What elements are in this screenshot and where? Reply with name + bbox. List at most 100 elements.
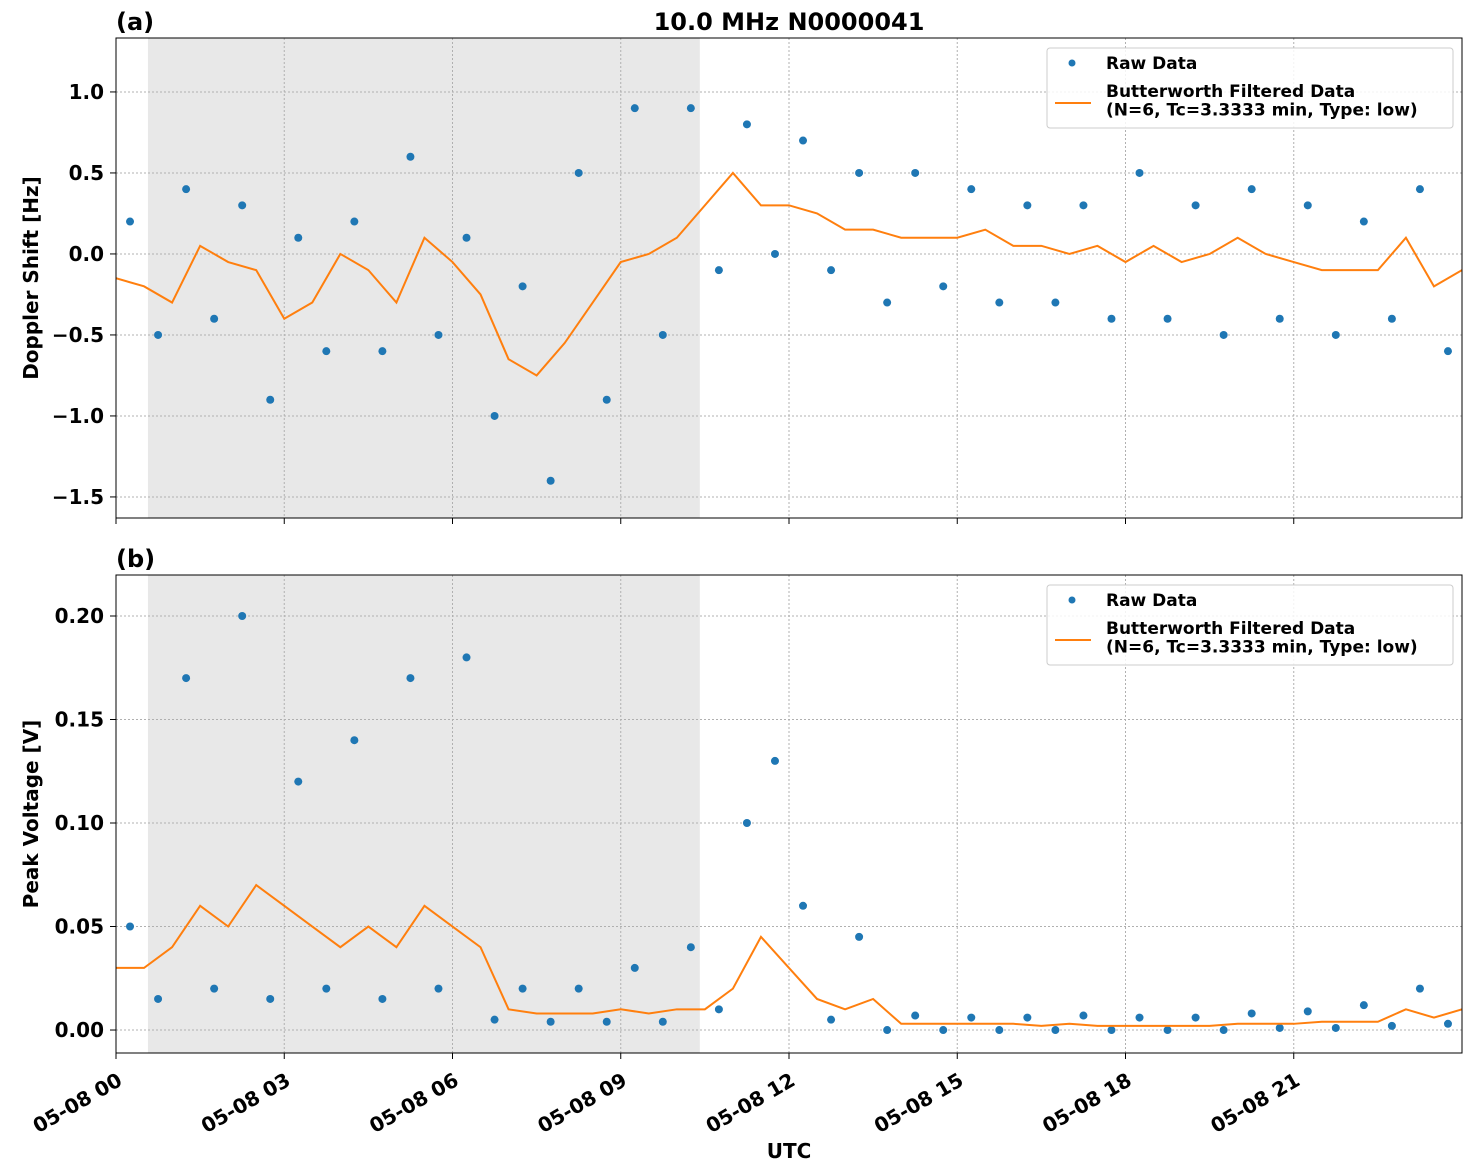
raw-point [1163, 1026, 1172, 1035]
raw-point [434, 330, 443, 339]
raw-point [630, 104, 639, 113]
raw-point [1303, 1007, 1312, 1016]
legend-box [1046, 47, 1454, 129]
raw-point [827, 266, 836, 275]
legend-label: Raw Data [1106, 54, 1197, 74]
raw-point [126, 217, 135, 226]
legend-label: Raw Data [1106, 591, 1197, 611]
x-tick-label: 05-08 21 [1206, 1068, 1304, 1138]
panel-label: (b) [116, 545, 155, 573]
raw-point [855, 932, 864, 941]
raw-point [1107, 1026, 1116, 1035]
raw-point [182, 185, 191, 194]
legend-label: Butterworth Filtered Data (N=6, Tc=3.3333… [1106, 82, 1418, 121]
raw-point [294, 777, 303, 786]
raw-point [1359, 1001, 1368, 1010]
raw-point [154, 994, 163, 1003]
raw-point [1331, 330, 1340, 339]
legend-label: Butterworth Filtered Data (N=6, Tc=3.3333… [1106, 619, 1418, 658]
raw-point [1247, 1009, 1256, 1018]
y-tick-label: 0.00 [55, 1018, 104, 1042]
raw-point [350, 736, 359, 745]
raw-point [742, 120, 751, 129]
raw-point [1247, 185, 1256, 194]
raw-point [1443, 347, 1452, 356]
raw-point [742, 819, 751, 828]
raw-point [462, 233, 471, 242]
raw-point [714, 266, 723, 275]
raw-point [378, 994, 387, 1003]
raw-point [995, 1026, 1004, 1035]
raw-point [1275, 314, 1284, 323]
axes-frame [115, 574, 1463, 1054]
raw-point [1387, 1021, 1396, 1030]
raw-point [518, 984, 527, 993]
raw-point [939, 282, 948, 291]
raw-point [1219, 1026, 1228, 1035]
raw-point [1387, 314, 1396, 323]
raw-point [686, 943, 695, 952]
filtered-line [116, 883, 1462, 1027]
raw-point [658, 330, 667, 339]
raw-point [266, 395, 275, 404]
x-tick-label: 05-08 00 [29, 1068, 127, 1138]
raw-point [883, 298, 892, 307]
plot-area [116, 104, 1462, 485]
raw-point [1023, 201, 1032, 210]
y-axis-label: Peak Voltage [V] [19, 720, 43, 909]
raw-point [770, 249, 779, 258]
raw-point [883, 1026, 892, 1035]
raw-point [490, 1015, 499, 1024]
raw-point [1023, 1013, 1032, 1022]
raw-point [1275, 1023, 1284, 1032]
raw-point [378, 347, 387, 356]
raw-point [1051, 1026, 1060, 1035]
raw-point [546, 476, 555, 485]
raw-point [126, 922, 135, 931]
raw-point [911, 1011, 920, 1020]
raw-point [1359, 217, 1368, 226]
raw-point [546, 1017, 555, 1026]
chart-title: 10.0 MHz N0000041 [654, 8, 925, 36]
legend-marker [1068, 59, 1076, 67]
raw-point [1415, 185, 1424, 194]
legend-marker [1068, 596, 1076, 604]
raw-point [182, 674, 191, 683]
raw-point [238, 611, 247, 620]
raw-point [1303, 201, 1312, 210]
raw-point [1079, 201, 1088, 210]
raw-point [210, 984, 219, 993]
raw-point [602, 395, 611, 404]
y-tick-label: 0.5 [69, 161, 104, 185]
plot-area [116, 611, 1462, 1035]
raw-point [827, 1015, 836, 1024]
raw-point [855, 168, 864, 177]
raw-point [350, 217, 359, 226]
y-axis-label: Doppler Shift [Hz] [19, 176, 43, 380]
shaded-span [147, 575, 700, 1053]
raw-point [1415, 984, 1424, 993]
raw-point [911, 168, 920, 177]
raw-point [1107, 314, 1116, 323]
raw-point [1191, 1013, 1200, 1022]
x-tick-label: 05-08 15 [870, 1068, 968, 1138]
raw-point [322, 347, 331, 356]
raw-point [1331, 1023, 1340, 1032]
raw-point [1443, 1019, 1452, 1028]
panel-label: (a) [116, 8, 154, 36]
axes-frame [115, 37, 1463, 519]
y-tick-label: −1.5 [52, 485, 104, 509]
x-tick-label: 05-08 06 [365, 1068, 463, 1138]
y-tick-label: 0.0 [69, 242, 104, 266]
raw-point [238, 201, 247, 210]
raw-point [406, 674, 415, 683]
raw-point [1051, 298, 1060, 307]
y-tick-label: −0.5 [52, 323, 104, 347]
raw-point [574, 168, 583, 177]
raw-point [518, 282, 527, 291]
raw-point [686, 104, 695, 113]
raw-point [1219, 330, 1228, 339]
legend-box [1046, 584, 1454, 666]
raw-point [1135, 168, 1144, 177]
